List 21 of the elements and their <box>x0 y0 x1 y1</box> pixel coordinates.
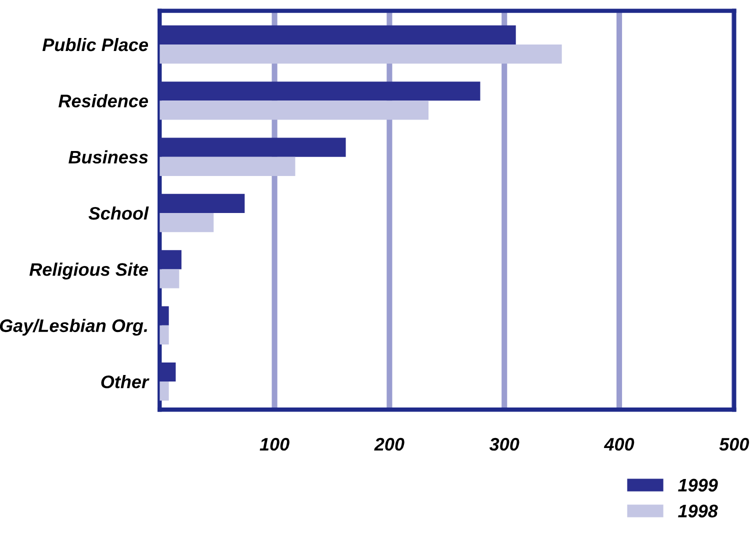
y-tick-label: Gay/Lesbian Org. <box>0 318 147 336</box>
x-tick-label: 100 <box>260 438 290 451</box>
x-tick-label: 300 <box>489 438 520 451</box>
bar <box>160 269 180 288</box>
x-tick-label: 500 <box>719 438 750 451</box>
y-tick-label: Residence <box>58 94 148 108</box>
bar <box>160 156 296 176</box>
legend-label: 1999 <box>678 478 718 492</box>
bar <box>160 44 562 64</box>
bar <box>160 325 169 344</box>
x-tick-label: 400 <box>604 438 634 451</box>
y-tick-label: School <box>88 206 149 220</box>
bar <box>160 213 214 232</box>
y-tick-label: Religious Site <box>29 262 148 280</box>
bar <box>160 382 169 401</box>
x-tick-label: 200 <box>374 438 404 451</box>
y-tick-label: Business <box>68 150 148 164</box>
y-tick-label: Public Place <box>42 38 148 52</box>
bar <box>160 100 429 120</box>
y-tick-label: Other <box>101 375 150 388</box>
legend-label: 1998 <box>678 504 718 518</box>
